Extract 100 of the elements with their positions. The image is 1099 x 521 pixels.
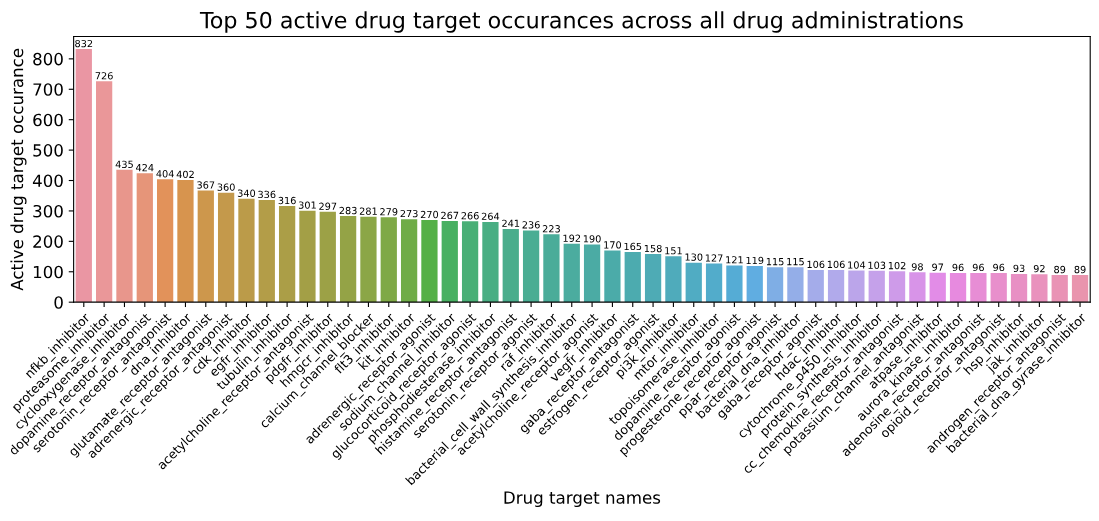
bar: [197, 190, 214, 303]
bar: [522, 230, 540, 303]
bar: [624, 251, 641, 303]
bar: [278, 206, 296, 303]
bar: [665, 256, 682, 303]
bar: [136, 173, 153, 303]
data-label: 93: [1013, 264, 1025, 273]
data-label: 267: [441, 211, 459, 220]
bar: [238, 198, 255, 303]
data-label: 119: [746, 256, 764, 265]
bar: [583, 244, 601, 303]
y-tick-label: 200: [33, 235, 63, 248]
bar: [848, 270, 865, 303]
bar: [949, 272, 967, 303]
data-label: 103: [868, 261, 886, 269]
x-axis-title: Drug target names: [504, 491, 661, 508]
data-label: 336: [258, 190, 276, 199]
bar: [644, 254, 662, 303]
data-label: 96: [972, 263, 984, 272]
bar: [787, 267, 804, 303]
bar: [726, 265, 743, 303]
bar: [807, 269, 824, 303]
data-label: 270: [420, 210, 439, 219]
bar: [685, 262, 702, 303]
bar: [177, 179, 194, 303]
y-tick-label: 600: [33, 113, 63, 127]
bar: [1071, 275, 1089, 303]
bar: [604, 250, 621, 303]
data-label: 340: [237, 189, 256, 197]
bar: [1010, 273, 1028, 303]
data-label: 92: [1033, 264, 1045, 273]
data-label: 435: [115, 160, 133, 168]
data-label: 223: [542, 225, 560, 233]
bar: [380, 217, 397, 303]
data-label: 279: [380, 208, 398, 216]
bar: [705, 263, 723, 303]
data-label: 241: [502, 219, 520, 227]
data-label: 102: [888, 261, 906, 270]
bar: [482, 221, 499, 303]
data-label: 316: [278, 196, 296, 205]
bar: [868, 270, 885, 303]
data-label: 151: [665, 247, 682, 255]
data-label: 97: [932, 263, 944, 271]
data-label: 158: [644, 244, 662, 253]
data-label: 127: [705, 254, 723, 262]
bar: [258, 199, 275, 303]
bar: [827, 269, 845, 303]
data-label: 130: [685, 253, 703, 261]
bar: [563, 243, 580, 303]
y-tick-label: 300: [33, 204, 63, 218]
bar: [319, 211, 336, 303]
data-label: 726: [95, 72, 113, 80]
data-label: 424: [135, 163, 154, 172]
y-tick-label: 0: [54, 296, 63, 309]
bar: [888, 271, 906, 303]
bar: [400, 219, 418, 303]
y-tick-label: 700: [33, 83, 63, 96]
data-label: 106: [827, 260, 845, 269]
data-label: 236: [522, 221, 540, 229]
data-label: 115: [766, 258, 784, 266]
bar: [339, 216, 357, 303]
bar: [766, 267, 784, 303]
data-label: 96: [993, 263, 1005, 272]
data-label: 402: [176, 170, 194, 179]
data-label: 170: [604, 241, 622, 249]
bar: [909, 272, 926, 303]
data-label: 89: [1074, 265, 1086, 274]
bar: [75, 49, 92, 303]
bar: [441, 220, 458, 303]
bar: [116, 169, 133, 303]
data-label: 367: [197, 181, 215, 189]
data-label: 266: [461, 212, 479, 220]
y-tick-label: 500: [33, 144, 63, 157]
data-label: 121: [726, 256, 743, 264]
data-label: 104: [848, 261, 866, 269]
data-label: 281: [359, 207, 377, 215]
data-label: 264: [481, 212, 500, 220]
data-label: 297: [319, 202, 337, 210]
bar: [156, 179, 174, 303]
bar: [1031, 274, 1048, 303]
data-label: 98: [911, 263, 923, 271]
bar: [360, 216, 377, 303]
data-label: 190: [583, 235, 601, 243]
data-label: 96: [952, 263, 964, 272]
bar: [217, 192, 235, 303]
chart-title: Top 50 active drug target occurances across all drug administrations: [199, 11, 963, 33]
bar: [299, 210, 316, 303]
data-label: 115: [787, 258, 804, 266]
bar: [929, 272, 946, 303]
data-label: 192: [563, 234, 581, 242]
data-label: 273: [400, 209, 418, 218]
y-axis-title: Active drug target occurance: [10, 48, 27, 291]
data-label: 89: [1054, 265, 1066, 274]
y-tick-label: 100: [33, 265, 63, 279]
bar: [461, 221, 479, 303]
bar: [96, 81, 113, 303]
data-label: 301: [298, 201, 316, 209]
data-label: 106: [807, 260, 825, 269]
bar: [502, 228, 519, 303]
bar: [746, 265, 763, 303]
